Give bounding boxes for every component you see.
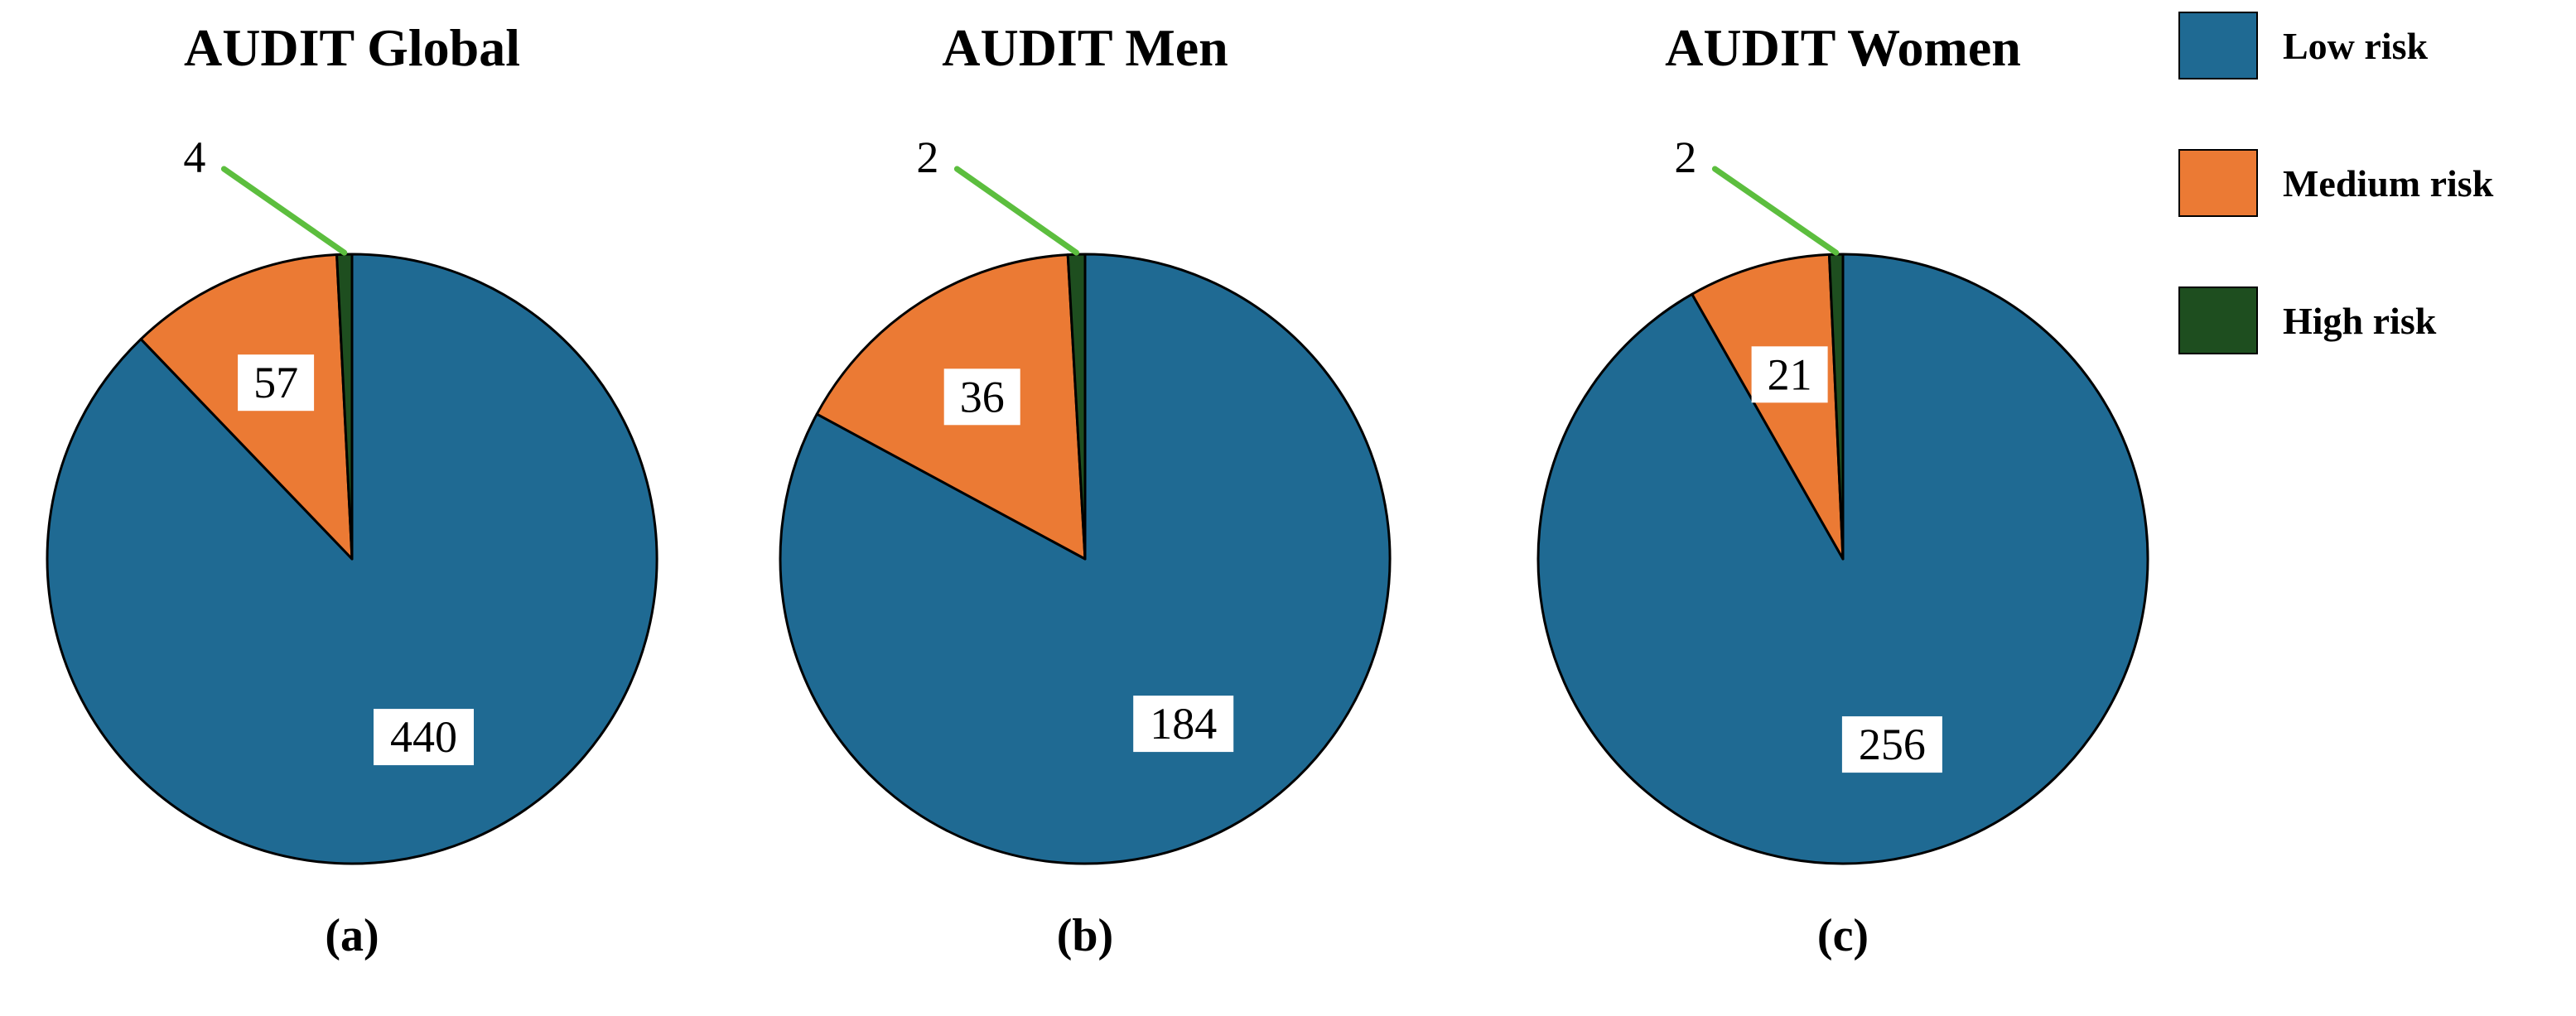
- chart-caption-a: (a): [325, 910, 379, 961]
- legend-label-high-risk: High risk: [2283, 299, 2437, 342]
- chart-caption-c: (c): [1816, 910, 1869, 961]
- value-label: 184: [1150, 699, 1217, 749]
- legend-swatch-high-risk: [2178, 287, 2258, 354]
- leader-line: [220, 166, 348, 256]
- value-label-box: [374, 709, 474, 766]
- value-label: 57: [253, 358, 298, 407]
- pie-chart-audit-women: AUDIT Women 256 21 2 (c): [1491, 0, 2195, 962]
- pie-audit-global: 440 57 4: [46, 132, 658, 865]
- legend-swatch-low-risk: [2178, 12, 2258, 79]
- pie-chart-audit-men: AUDIT Men 184 36 2 (b): [733, 0, 1437, 962]
- chart-title-audit-men: AUDIT Men: [942, 18, 1228, 77]
- chart-caption-b: (b): [1056, 910, 1114, 961]
- chart-title-audit-global: AUDIT Global: [183, 18, 521, 77]
- pie-chart-audit-global: AUDIT Global 440 57 4 (a): [0, 0, 704, 962]
- outside-value-label: 2: [916, 132, 938, 182]
- legend-item-medium-risk: Medium risk: [2178, 149, 2493, 217]
- legend-label-low-risk: Low risk: [2283, 24, 2429, 67]
- value-label-box: [238, 354, 315, 412]
- pie-audit-women: 256 21 2: [1536, 132, 2149, 865]
- leader-line: [1711, 166, 1840, 256]
- leader-line: [953, 166, 1079, 256]
- pie-slice-medium-risk: [1691, 253, 1845, 561]
- value-label-box: [1133, 696, 1234, 753]
- value-label: 21: [1768, 349, 1812, 399]
- value-label: 36: [960, 372, 1005, 421]
- legend-item-low-risk: Low risk: [2178, 12, 2493, 79]
- value-label: 440: [390, 712, 457, 762]
- value-label: 256: [1859, 720, 1926, 769]
- legend-item-high-risk: High risk: [2178, 287, 2493, 354]
- legend: Low risk Medium risk High risk: [2178, 12, 2493, 354]
- value-label-box: [1841, 716, 1942, 773]
- legend-label-medium-risk: Medium risk: [2283, 161, 2494, 205]
- pie-audit-men: 184 36 2: [779, 132, 1392, 865]
- chart-title-audit-women: AUDIT Women: [1665, 18, 2021, 77]
- value-label-box: [943, 368, 1020, 426]
- outside-value-label: 4: [183, 132, 205, 182]
- value-label-box: [1751, 346, 1828, 403]
- legend-swatch-medium-risk: [2178, 149, 2258, 217]
- outside-value-label: 2: [1674, 132, 1696, 182]
